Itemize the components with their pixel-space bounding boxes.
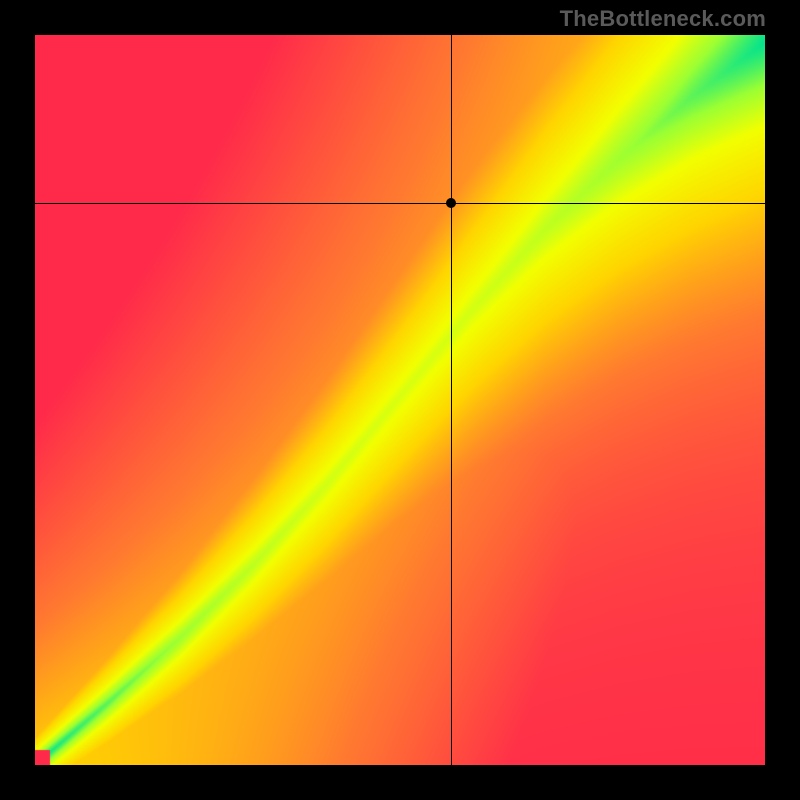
crosshair-vertical: [451, 35, 452, 765]
intersection-marker: [446, 198, 456, 208]
plot-area: [35, 35, 765, 765]
heatmap-canvas: [35, 35, 765, 765]
chart-container: TheBottleneck.com: [0, 0, 800, 800]
watermark-text: TheBottleneck.com: [560, 6, 766, 32]
crosshair-horizontal: [35, 203, 765, 204]
